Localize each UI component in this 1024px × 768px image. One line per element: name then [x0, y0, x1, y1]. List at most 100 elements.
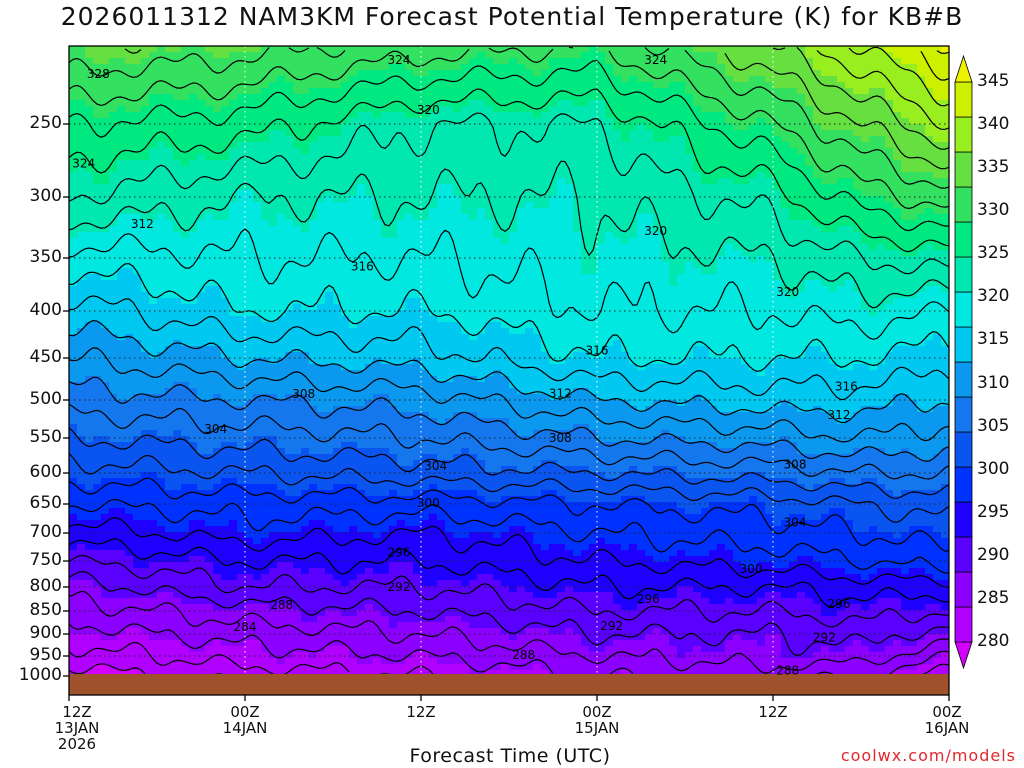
field-cell — [885, 52, 894, 59]
field-cell — [133, 220, 142, 227]
field-cell — [317, 160, 326, 167]
field-cell — [309, 292, 318, 299]
field-cell — [853, 142, 862, 149]
field-cell — [597, 310, 606, 317]
field-cell — [741, 280, 750, 287]
field-cell — [253, 280, 262, 287]
field-cell — [165, 76, 174, 83]
field-cell — [501, 214, 510, 221]
field-cell — [213, 190, 222, 197]
field-cell — [757, 106, 766, 113]
field-cell — [701, 100, 710, 107]
field-cell — [253, 148, 262, 155]
field-cell — [397, 118, 406, 125]
field-cell — [349, 124, 358, 131]
field-cell — [533, 70, 542, 77]
field-cell — [725, 220, 734, 227]
field-cell — [757, 172, 766, 179]
field-cell — [477, 238, 486, 245]
field-cell — [453, 310, 462, 317]
field-cell — [541, 244, 550, 251]
field-cell — [93, 214, 102, 221]
field-cell — [365, 226, 374, 233]
field-cell — [477, 214, 486, 221]
field-cell — [301, 64, 310, 71]
field-cell — [701, 250, 710, 257]
field-cell — [149, 316, 158, 323]
field-cell — [685, 232, 694, 239]
field-cell — [637, 142, 646, 149]
field-cell — [365, 82, 374, 89]
field-cell — [821, 136, 830, 143]
field-cell — [165, 304, 174, 311]
field-cell — [557, 160, 566, 167]
field-cell — [469, 70, 478, 77]
field-cell — [797, 292, 806, 299]
field-cell — [125, 94, 134, 101]
field-cell — [165, 124, 174, 131]
field-cell — [661, 112, 670, 119]
field-cell — [725, 190, 734, 197]
field-cell — [493, 202, 502, 209]
field-cell — [589, 46, 598, 53]
field-cell — [205, 142, 214, 149]
field-cell — [765, 58, 774, 65]
field-cell — [693, 148, 702, 155]
field-cell — [237, 88, 246, 95]
field-cell — [109, 118, 118, 125]
field-cell — [693, 142, 702, 149]
field-cell — [325, 202, 334, 209]
field-cell — [701, 82, 710, 89]
field-cell — [213, 304, 222, 311]
field-cell — [685, 250, 694, 257]
field-cell — [557, 172, 566, 179]
field-cell — [557, 124, 566, 131]
field-cell — [405, 202, 414, 209]
field-cell — [301, 298, 310, 305]
field-cell — [421, 130, 430, 137]
field-cell — [829, 76, 838, 83]
field-cell — [157, 184, 166, 191]
field-cell — [309, 220, 318, 227]
field-cell — [525, 208, 534, 215]
field-cell — [717, 58, 726, 65]
field-cell — [173, 256, 182, 263]
field-cell — [501, 190, 510, 197]
field-cell — [669, 88, 678, 95]
field-cell — [93, 112, 102, 119]
field-cell — [253, 250, 262, 257]
field-cell — [405, 310, 414, 317]
field-cell — [517, 64, 526, 71]
field-cell — [509, 208, 518, 215]
field-cell — [829, 148, 838, 155]
field-cell — [661, 244, 670, 251]
field-cell — [365, 184, 374, 191]
field-cell — [117, 250, 126, 257]
field-cell — [565, 64, 574, 71]
field-cell — [933, 88, 942, 95]
field-cell — [901, 310, 910, 317]
field-cell — [941, 94, 949, 101]
field-cell — [477, 94, 486, 101]
field-cell — [789, 112, 798, 119]
field-cell — [133, 52, 142, 59]
field-cell — [509, 178, 518, 185]
field-cell — [557, 136, 566, 143]
field-cell — [501, 262, 510, 269]
field-cell — [205, 298, 214, 305]
field-cell — [245, 136, 254, 143]
field-cell — [565, 262, 574, 269]
field-cell — [445, 286, 454, 293]
field-cell — [197, 232, 206, 239]
field-cell — [765, 76, 774, 83]
field-cell — [621, 82, 630, 89]
field-cell — [829, 64, 838, 71]
field-cell — [565, 70, 574, 77]
field-cell — [381, 214, 390, 221]
field-cell — [813, 112, 822, 119]
field-cell — [245, 304, 254, 311]
field-cell — [429, 64, 438, 71]
field-cell — [677, 310, 686, 317]
field-cell — [901, 154, 910, 161]
field-cell — [613, 226, 622, 233]
